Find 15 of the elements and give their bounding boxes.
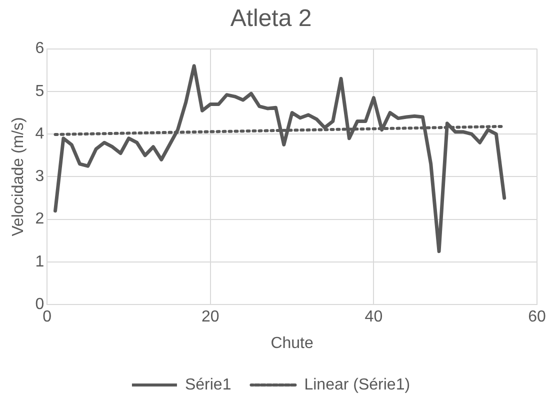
y-tick-label: 2	[35, 210, 44, 228]
y-tick-label: 0	[35, 296, 44, 314]
x-tick-label: 20	[202, 308, 220, 326]
y-tick-label: 4	[35, 125, 44, 142]
y-tick-label: 6	[35, 40, 44, 58]
chart-title: Atleta 2	[230, 5, 312, 32]
y-tick-label: 3	[35, 168, 44, 186]
x-tick-label: 40	[364, 308, 383, 326]
legend-label: Série1	[184, 376, 232, 394]
y-axis-title: Velocidade (m/s)	[10, 117, 28, 236]
x-tick-label: 60	[528, 308, 546, 326]
x-axis-title: Chute	[270, 334, 314, 352]
y-tick-label: 1	[35, 253, 44, 270]
legend-label: Linear (Série1)	[304, 376, 410, 394]
y-tick-label: 5	[35, 82, 44, 100]
